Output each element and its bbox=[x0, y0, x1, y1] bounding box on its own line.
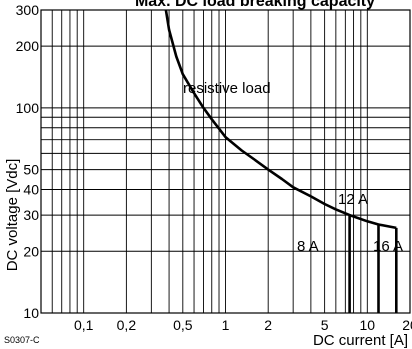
chart-title: Max. DC load breaking capacity bbox=[135, 0, 375, 10]
y-axis-label: DC voltage [Vdc] bbox=[4, 159, 21, 272]
x-tick-label: 20 bbox=[402, 317, 412, 333]
x-tick-label: 10 bbox=[360, 317, 376, 333]
annotation-12a: 12 A bbox=[338, 191, 368, 208]
annotation-8a: 8 A bbox=[297, 238, 319, 255]
annotation-16a: 16 A bbox=[373, 238, 403, 255]
x-tick-label: 0,5 bbox=[173, 317, 193, 333]
y-tick-label: 40 bbox=[23, 182, 39, 198]
y-tick-label: 200 bbox=[16, 38, 40, 54]
series-group bbox=[164, 9, 398, 313]
series-line-resistive-load bbox=[164, 9, 397, 230]
annotation-resistive-load: resistive load bbox=[183, 80, 271, 97]
x-tick-label: 0,2 bbox=[117, 317, 137, 333]
figure-code: S0307-C bbox=[4, 335, 40, 345]
y-tick-label: 50 bbox=[23, 162, 39, 178]
y-tick-label: 30 bbox=[23, 207, 39, 223]
x-tick-label: 2 bbox=[264, 317, 272, 333]
x-axis-label: DC current [A] bbox=[313, 332, 408, 349]
y-tick-labels: 10 20 30 40 50 100 200 300 bbox=[16, 2, 40, 321]
x-tick-label: 1 bbox=[222, 317, 230, 333]
x-tick-labels: 0,1 0,2 0,5 1 2 5 10 20 bbox=[74, 317, 412, 333]
x-tick-label: 5 bbox=[321, 317, 329, 333]
y-tick-label: 20 bbox=[23, 243, 39, 259]
y-tick-label: 100 bbox=[16, 100, 40, 116]
y-tick-label: 300 bbox=[16, 2, 40, 18]
y-tick-label: 10 bbox=[23, 305, 39, 321]
x-tick-label: 0,1 bbox=[74, 317, 94, 333]
plot-frame bbox=[40, 9, 411, 314]
grid-lines bbox=[41, 10, 411, 313]
